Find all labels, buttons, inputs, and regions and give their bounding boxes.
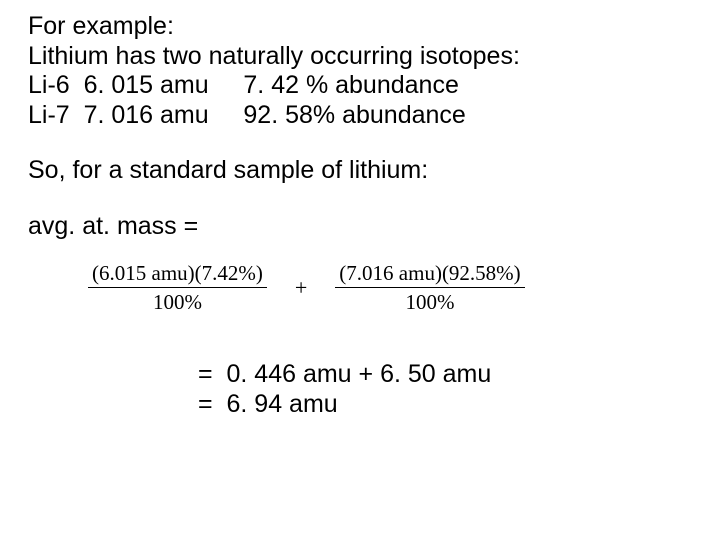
plus-sign: + [267,275,335,301]
fraction-2-denominator: 100% [401,288,458,314]
formula-row: (6.015 amu)(7.42%) 100% + (7.016 amu)(92… [28,261,692,314]
fraction-1: (6.015 amu)(7.42%) 100% [88,261,267,314]
fraction-2-numerator: (7.016 amu)(92.58%) [335,261,524,288]
intro-line-2: Lithium has two naturally occurring isot… [28,42,692,72]
intro-line-3: Li-6 6. 015 amu 7. 42 % abundance [28,71,692,101]
result-line-2: = 6. 94 amu [28,390,692,420]
avg-mass-label: avg. at. mass = [28,212,692,242]
fraction-2: (7.016 amu)(92.58%) 100% [335,261,524,314]
slide-content: For example: Lithium has two naturally o… [0,0,720,419]
sample-line: So, for a standard sample of lithium: [28,156,692,186]
intro-line-1: For example: [28,12,692,42]
intro-line-4: Li-7 7. 016 amu 92. 58% abundance [28,101,692,131]
fraction-1-denominator: 100% [149,288,206,314]
result-line-1: = 0. 446 amu + 6. 50 amu [28,360,692,390]
fraction-1-numerator: (6.015 amu)(7.42%) [88,261,267,288]
